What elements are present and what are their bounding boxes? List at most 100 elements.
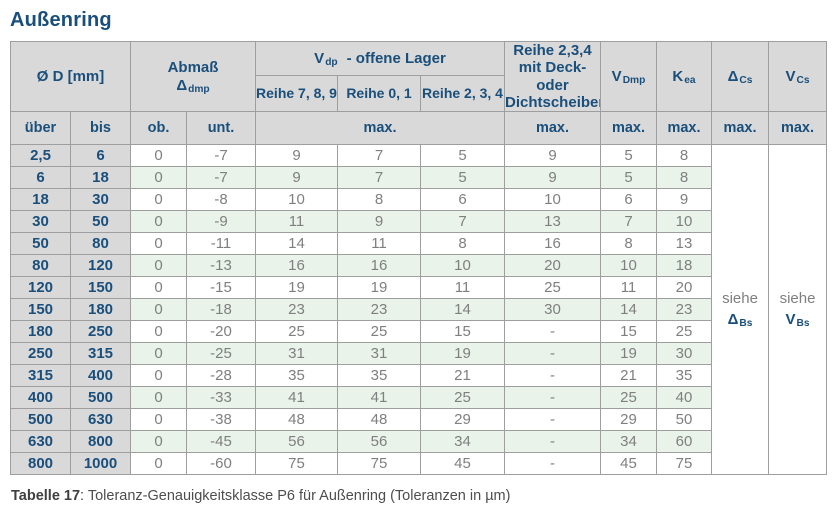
value-cell: 10 [656,210,712,233]
value-cell: 48 [255,408,338,431]
table-row: 6 18 0 -7 9 7 5 9 5 8 [10,166,827,189]
value-cell: 11 [337,232,421,255]
value-cell: 25 [420,386,505,409]
value-cell: 16 [337,254,421,277]
value-cell: 14 [420,298,505,321]
col-header-ob: ob. [130,111,187,145]
value-cell: 40 [656,386,712,409]
caption-text: : Toleranz-Genauigkeitsklasse P6 für Auß… [80,488,511,504]
value-cell: 34 [600,430,657,453]
table-row: 50 80 0 -11 14 11 8 16 8 13 [10,232,827,255]
value-cell: 0 [130,364,187,387]
value-cell: 25 [504,276,601,299]
value-cell: 0 [130,430,187,453]
diameter-cell: 180 [10,320,71,343]
value-cell: 16 [504,232,601,255]
page-title: Außenring [10,9,112,31]
table-row: 180 250 0 -20 25 25 15-15 25 [10,320,827,343]
value-cell: 5 [600,144,657,167]
table-row: 150 180 0 -18 23 23 14 30 14 23 [10,298,827,321]
value-cell: 14 [600,298,657,321]
value-cell: 9 [255,166,338,189]
siehe-v-bs-cell: siehe VBs [768,144,827,475]
value-cell: 9 [504,144,601,167]
value-cell: 0 [130,144,187,167]
value-cell: 18 [656,254,712,277]
value-cell: 8 [600,232,657,255]
value-cell: 25 [656,320,712,343]
value-cell: 35 [255,364,338,387]
value-cell: 0 [130,166,187,189]
value-cell: 10 [255,188,338,211]
max-label-deck: max. [504,111,601,145]
col-header-bis: bis [70,111,131,145]
value-cell: 31 [255,342,338,365]
col-header-vdmp: VDmp [600,41,657,112]
table-row: 800 1000 0 -60 75 75 45-45 75 [10,452,827,475]
value-cell: 5 [420,144,505,167]
diameter-cell: 630 [10,430,71,453]
table-row: 250 315 0 -25 31 31 19-19 30 [10,342,827,365]
value-cell: 35 [656,364,712,387]
value-cell: 50 [656,408,712,431]
value-cell: 9 [504,166,601,189]
value-cell: -15 [186,276,256,299]
value-cell: 9 [656,188,712,211]
max-label-vcs: max. [768,111,827,145]
diameter-cell: 250 [10,342,71,365]
value-cell: 11 [600,276,657,299]
value-cell: 19 [337,276,421,299]
value-cell: 25 [337,320,421,343]
value-cell: 20 [656,276,712,299]
max-label-vdmp: max. [600,111,657,145]
siehe-delta-bs-cell: siehe ΔBs [711,144,769,475]
col-header-v-cs: VCs [768,41,827,112]
value-cell: 25 [600,386,657,409]
value-cell: 0 [130,298,187,321]
value-cell: -33 [186,386,256,409]
value-cell: 8 [656,166,712,189]
diameter-cell: 6 [10,166,71,189]
col-header-reihe-01: Reihe 0, 1 [337,74,421,113]
value-cell: 0 [130,254,187,277]
value-cell: - [504,364,601,387]
value-cell: 11 [420,276,505,299]
value-cell: 0 [130,276,187,299]
value-cell: -7 [186,166,256,189]
value-cell: 13 [504,210,601,233]
diameter-cell: 800 [10,452,71,475]
col-header-ueber: über [10,111,71,145]
diameter-cell: 180 [70,298,131,321]
value-cell: 75 [255,452,338,475]
value-cell: -45 [186,430,256,453]
col-header-od: Ø D [mm] [10,41,131,112]
table-row: 500 630 0 -38 48 48 29-29 50 [10,408,827,431]
diameter-cell: 30 [10,210,71,233]
diameter-cell: 630 [70,408,131,431]
value-cell: 19 [600,342,657,365]
value-cell: 8 [420,232,505,255]
value-cell: 75 [656,452,712,475]
value-cell: 5 [420,166,505,189]
col-header-vdp-group: Vdp - offene Lager [255,41,505,76]
diameter-cell: 400 [70,364,131,387]
col-header-kea: Kea [656,41,712,112]
page: Außenring Ø D [mm] Abmaß Δdmp Vdp - offen… [10,9,827,504]
value-cell: 14 [255,232,338,255]
value-cell: 56 [255,430,338,453]
table-row: 30 50 0 -9 11 9 7 13 7 10 [10,210,827,233]
value-cell: 23 [255,298,338,321]
value-cell: 7 [420,210,505,233]
table-row: 400 500 0 -33 41 41 25-25 40 [10,386,827,409]
diameter-cell: 315 [70,342,131,365]
value-cell: 10 [420,254,505,277]
value-cell: 0 [130,210,187,233]
table-row: 315 400 0 -28 35 35 21-21 35 [10,364,827,387]
value-cell: 29 [600,408,657,431]
diameter-cell: 50 [10,232,71,255]
col-header-deckscheiben: Reihe 2,3,4 mit Deck- oder Dichtscheiben [504,41,601,112]
col-header-delta-cs: ΔCs [711,41,769,112]
value-cell: 30 [656,342,712,365]
value-cell: - [504,408,601,431]
value-cell: 19 [255,276,338,299]
